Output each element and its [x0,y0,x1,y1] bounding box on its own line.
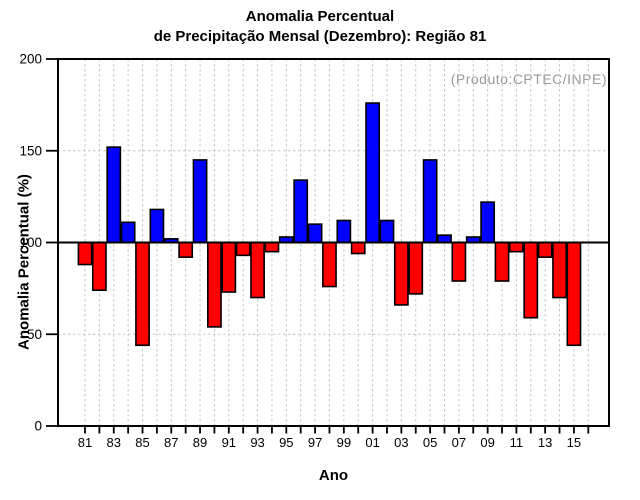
bar-97 [307,223,323,244]
bar-06 [437,234,452,244]
x-tick-label: 91 [222,435,236,450]
bar-86 [149,208,165,244]
x-tick-label: 87 [164,435,178,450]
bar-11 [508,241,524,253]
bar-00 [350,241,366,255]
chart-title: Anomalia Percentual de Precipitação Mens… [0,7,640,47]
bar-91 [221,241,237,293]
y-tick-label: 100 [19,235,42,250]
x-tick-label: 05 [423,435,437,450]
bar-10 [494,241,510,282]
x-tick-label: 13 [538,435,552,450]
x-tick-label: 95 [279,435,293,450]
bar-82 [91,241,107,292]
bar-92 [235,241,251,257]
bar-98 [322,241,337,288]
bar-84 [120,221,136,244]
x-tick-label: 93 [250,435,264,450]
bar-81 [77,241,93,266]
x-tick-label: 81 [78,435,92,450]
y-tick-label: 0 [34,419,42,434]
bar-90 [207,241,222,328]
y-tick-label: 150 [19,143,42,158]
bar-88 [178,241,194,258]
bar-01 [365,102,380,244]
bar-83 [106,146,122,244]
x-tick-label: 99 [337,435,351,450]
bar-04 [408,241,424,295]
chart-title-line1: Anomalia Percentual [245,8,395,25]
bar-13 [537,241,553,258]
x-tick-label: 09 [480,435,494,450]
y-tick-label: 50 [27,327,42,342]
bar-15 [566,241,582,347]
bar-12 [523,241,539,319]
x-tick-label: 01 [365,435,379,450]
x-tick-label: 03 [394,435,408,450]
x-tick-label: 85 [135,435,149,450]
x-tick-label: 83 [107,435,121,450]
x-axis-title: Ano [318,467,349,484]
y-tick-label: 200 [19,52,42,67]
bar-14 [552,241,567,299]
bar-07 [451,241,467,282]
bar-89 [192,159,208,244]
bar-94 [264,241,280,253]
bar-05 [422,159,438,244]
x-tick-label: 07 [452,435,466,450]
x-tick-label: 97 [308,435,322,450]
bar-99 [336,219,352,244]
x-tick-label: 11 [510,435,524,450]
chart-title-line2: de Precipitação Mensal (Dezembro): Regiã… [153,28,487,45]
x-tick-label: 15 [567,435,581,450]
bar-85 [135,241,150,347]
bar-96 [293,179,309,244]
bar-93 [250,241,265,299]
bar-02 [379,219,395,244]
bar-03 [393,241,409,306]
bar-09 [480,201,496,244]
source-annotation: (Produto:CPTEC/INPE) [450,71,607,87]
x-tick-label: 89 [193,435,207,450]
